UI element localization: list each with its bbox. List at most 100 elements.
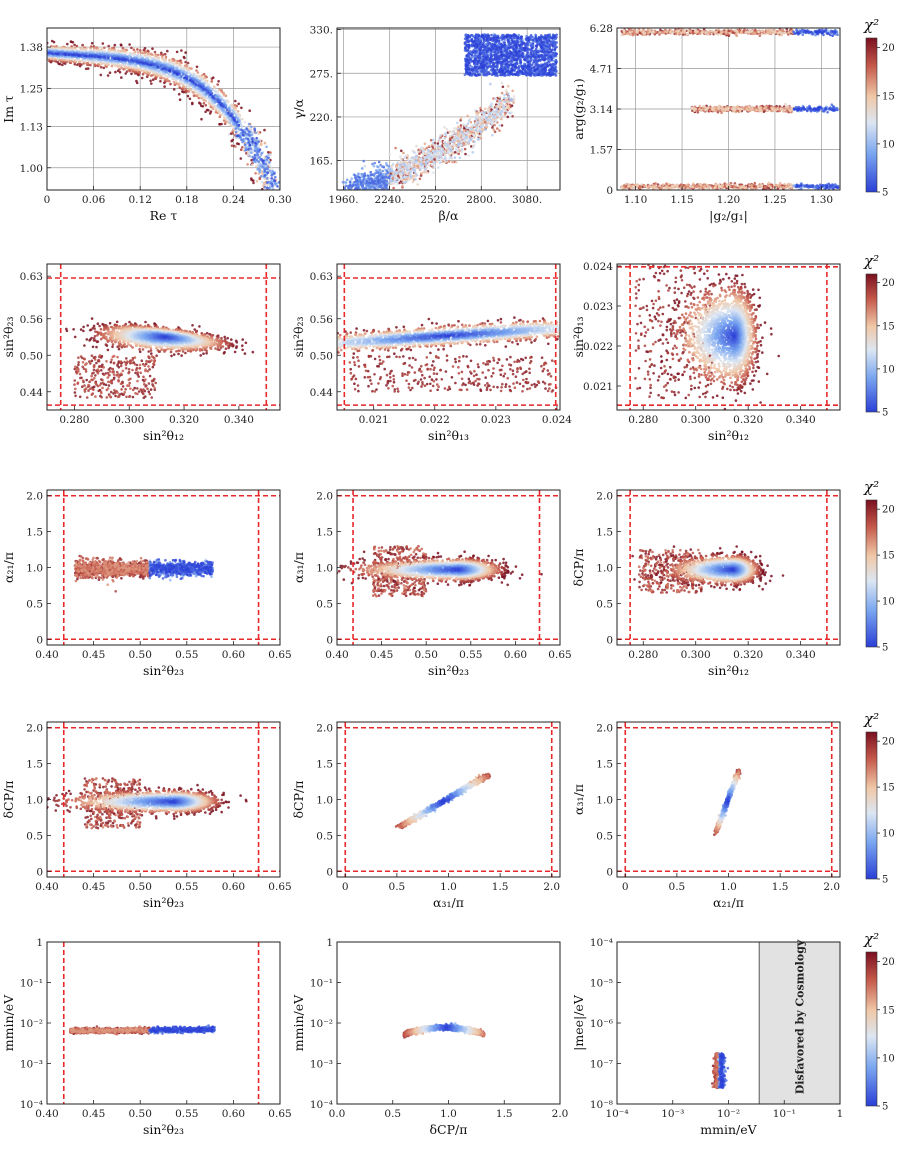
scatter-point bbox=[411, 180, 415, 184]
scatter-point bbox=[262, 159, 265, 163]
scatter-point bbox=[69, 40, 73, 43]
scatter-point bbox=[502, 104, 505, 107]
scatter-point bbox=[124, 51, 128, 55]
scatter-point bbox=[187, 90, 190, 93]
scatter-point bbox=[156, 65, 160, 69]
scatter-point bbox=[435, 157, 439, 160]
scatter-point bbox=[255, 151, 259, 154]
scatter-point bbox=[240, 125, 244, 128]
scatter-point bbox=[228, 121, 232, 124]
scatter-point bbox=[255, 179, 259, 183]
scatter-point bbox=[418, 177, 422, 181]
scatter-point bbox=[415, 144, 418, 148]
scatter-point bbox=[512, 101, 515, 104]
scatter-point bbox=[397, 167, 401, 171]
scatter-point bbox=[276, 185, 279, 188]
scatter-point bbox=[141, 61, 145, 65]
scatter-point bbox=[251, 143, 254, 147]
scatter-point bbox=[200, 117, 203, 121]
scatter-point bbox=[492, 109, 495, 113]
scatter-point bbox=[231, 110, 235, 114]
scatter-point bbox=[159, 80, 162, 83]
scatter-point bbox=[237, 102, 240, 106]
scatter-point bbox=[100, 55, 104, 59]
scatter-point bbox=[186, 61, 190, 65]
scatter-point bbox=[259, 143, 263, 147]
scatter-point bbox=[495, 110, 498, 113]
scatter-point bbox=[220, 113, 223, 116]
scatter-point bbox=[242, 137, 245, 141]
scatter-point bbox=[411, 161, 414, 165]
scatter-point bbox=[462, 133, 465, 137]
scatter-point bbox=[71, 41, 75, 44]
scatter-point bbox=[444, 156, 447, 159]
scatter-point bbox=[125, 70, 129, 73]
scatter-point bbox=[409, 170, 412, 174]
scatter-point bbox=[394, 146, 397, 150]
scatter-point bbox=[241, 140, 244, 144]
scatter-point bbox=[412, 167, 415, 170]
scatter-point bbox=[51, 59, 54, 63]
scatter-point bbox=[189, 88, 192, 92]
scatter-point bbox=[405, 175, 408, 179]
scatter-point bbox=[233, 112, 237, 116]
scatter-point bbox=[427, 145, 431, 148]
scatter-point bbox=[363, 194, 366, 197]
scatter-point bbox=[460, 130, 463, 134]
scatter-point bbox=[366, 184, 369, 187]
scatter-point bbox=[268, 186, 272, 189]
x-tick-label: 0 bbox=[44, 194, 51, 206]
scatter-point bbox=[348, 180, 352, 183]
scatter-point bbox=[474, 109, 477, 112]
scatter-point bbox=[130, 46, 133, 50]
scatter-point bbox=[462, 129, 466, 132]
scatter-point bbox=[243, 143, 247, 147]
scatter-point bbox=[500, 81, 504, 85]
scatter-point bbox=[368, 194, 371, 197]
scatter-point bbox=[494, 120, 498, 123]
scatter-point bbox=[51, 52, 54, 56]
scatter-point bbox=[359, 194, 362, 197]
scatter-point bbox=[370, 177, 374, 181]
scatter-point bbox=[489, 104, 493, 108]
scatter-point bbox=[235, 121, 238, 124]
scatter-point bbox=[459, 116, 463, 120]
scatter-point bbox=[267, 153, 270, 156]
scatter-point bbox=[209, 105, 212, 108]
scatter-point bbox=[179, 66, 183, 70]
scatter-point bbox=[227, 111, 230, 115]
scatter-point bbox=[262, 182, 266, 186]
scatter-point bbox=[506, 100, 510, 103]
scatter-point bbox=[241, 129, 244, 132]
scatter-point bbox=[463, 73, 467, 76]
scatter-point bbox=[141, 72, 145, 76]
scatter-point bbox=[400, 158, 403, 162]
scatter-point bbox=[204, 104, 208, 107]
scatter-point bbox=[277, 181, 280, 184]
scatter-point bbox=[496, 127, 499, 130]
scatter-point bbox=[382, 176, 385, 179]
scatter-point bbox=[234, 136, 238, 140]
scatter-point bbox=[479, 106, 482, 110]
scatter-point bbox=[113, 43, 117, 47]
scatter-point bbox=[349, 191, 352, 194]
scatter-point bbox=[464, 143, 468, 147]
scatter-point bbox=[250, 178, 253, 182]
scatter-point bbox=[209, 110, 213, 113]
scatter-point bbox=[448, 137, 452, 140]
scatter-point bbox=[121, 46, 125, 50]
scatter-point bbox=[172, 88, 176, 91]
scatter-point bbox=[96, 49, 99, 52]
scatter-point bbox=[249, 147, 253, 150]
scatter-point bbox=[255, 147, 259, 150]
scatter-point bbox=[358, 176, 362, 180]
scatter-point bbox=[359, 201, 362, 204]
scatter-point bbox=[388, 176, 391, 180]
scatter-point bbox=[381, 180, 384, 183]
scatter-point bbox=[254, 139, 257, 143]
scatter-point bbox=[485, 116, 488, 119]
scatter-point bbox=[254, 165, 258, 168]
scatter-point bbox=[354, 190, 357, 193]
scatter-point bbox=[394, 180, 398, 183]
scatter-point bbox=[260, 164, 263, 167]
